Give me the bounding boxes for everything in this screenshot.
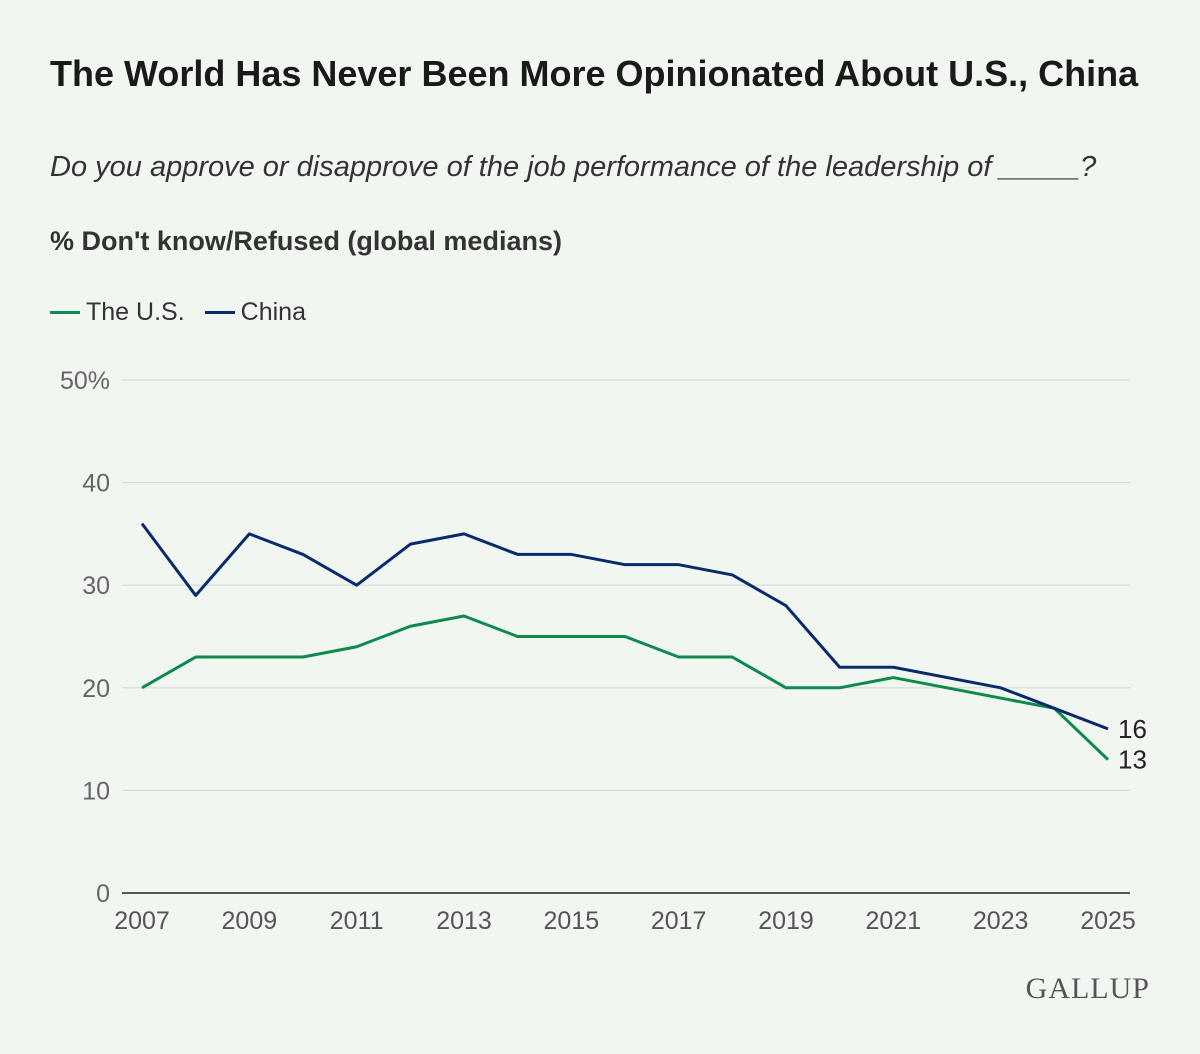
- y-tick-label: 10: [82, 777, 110, 805]
- legend-item-china: China: [204, 298, 306, 327]
- x-tick-label: 2007: [114, 907, 170, 935]
- series-line-us: [141, 614, 1110, 761]
- y-tick-label: 50%: [60, 367, 110, 395]
- chart-subtitle: Do you approve or disapprove of the job …: [50, 151, 1097, 183]
- legend-label-china: China: [240, 298, 306, 326]
- legend-swatch-china: [204, 311, 235, 314]
- legend-swatch-us: [50, 311, 80, 314]
- x-tick-label: 2019: [758, 907, 814, 935]
- x-tick-label: 2023: [973, 907, 1029, 935]
- y-tick-label: 40: [82, 470, 110, 498]
- y-tick-label: 20: [82, 675, 110, 703]
- legend: The U.S. China: [50, 298, 306, 327]
- measure-label: % Don't know/Refused (global medians): [50, 226, 562, 256]
- legend-label-us: The U.S.: [86, 298, 185, 326]
- y-tick-label: 30: [82, 572, 110, 600]
- legend-item-us: The U.S.: [50, 298, 185, 327]
- x-tick-label: 2011: [330, 907, 384, 935]
- x-tick-label: 2009: [222, 907, 278, 935]
- x-tick-label: 2017: [651, 907, 707, 935]
- x-tick-label: 2013: [436, 907, 492, 935]
- end-label-us: 13: [1118, 745, 1147, 775]
- chart-title: The World Has Never Been More Opinionate…: [50, 53, 1139, 94]
- y-tick-label: 0: [96, 880, 110, 908]
- end-label-china: 16: [1118, 714, 1147, 744]
- x-tick-label: 2015: [544, 907, 600, 935]
- gallup-logo: GALLUP: [1025, 972, 1150, 1005]
- x-tick-label: 2021: [866, 907, 922, 935]
- series-line-china: [140, 522, 1109, 731]
- x-tick-label: 2025: [1080, 907, 1136, 935]
